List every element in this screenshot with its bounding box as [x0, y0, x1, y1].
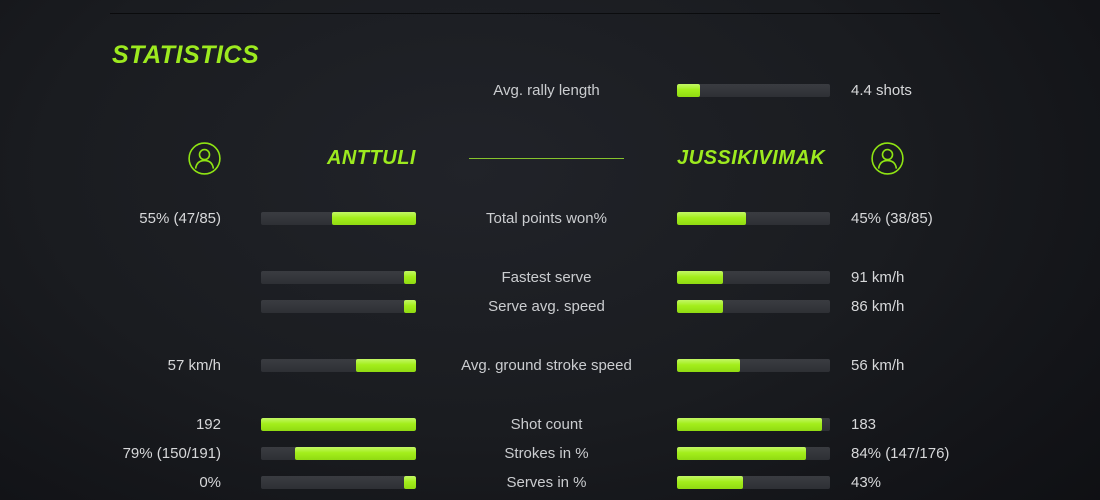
stat-row-strokes-in: 79% (150/191) Strokes in % 84% (147/176) — [0, 439, 1100, 468]
stat-left-value: 79% (150/191) — [122, 445, 221, 462]
player-left-name: ANTTULI — [326, 147, 416, 169]
stat-left-bar-fill — [403, 476, 416, 489]
stat-right-bar-fill — [677, 447, 806, 460]
stat-label: Strokes in % — [504, 445, 589, 462]
stat-right-bar-fill — [677, 212, 746, 225]
names-divider — [469, 158, 624, 159]
stat-right-bar — [677, 359, 830, 372]
stat-left-bar — [261, 476, 416, 489]
stat-left-bar-fill — [403, 300, 416, 313]
stat-left-bar — [261, 212, 416, 225]
stat-left-bar-fill — [403, 271, 416, 284]
stat-label: Avg. ground stroke speed — [461, 357, 632, 374]
stat-right-value: 56 km/h — [851, 357, 905, 374]
stat-label: Total points won% — [486, 210, 607, 227]
stat-right-bar-fill — [677, 359, 740, 372]
stat-left-bar-fill — [332, 212, 416, 225]
stat-label: Serves in % — [506, 474, 587, 491]
player-right-name: JUSSIKIVIMAK — [677, 147, 826, 169]
top-divider — [110, 13, 940, 14]
rally-length-bar — [677, 83, 830, 97]
stats-list: 55% (47/85) Total points won% 45% (38/85… — [0, 204, 1100, 497]
stat-left-value: 0% — [199, 474, 221, 491]
stat-left-bar-fill — [355, 359, 416, 372]
players-row: ANTTULI JUSSIKIVIMAK — [0, 140, 1100, 177]
stat-right-bar-fill — [677, 476, 743, 489]
stat-label: Shot count — [510, 416, 583, 433]
stat-row-serves-in: 0% Serves in % 43% — [0, 468, 1100, 497]
stat-left-bar — [261, 271, 416, 284]
rally-length-label: Avg. rally length — [493, 81, 600, 99]
rally-length-row: Avg. rally length 4.4 shots — [0, 78, 1100, 102]
stat-label: Fastest serve — [501, 269, 592, 286]
page-title: STATISTICS — [112, 41, 260, 69]
stat-left-bar — [261, 300, 416, 313]
stat-left-value: 55% (47/85) — [139, 210, 221, 227]
stat-right-bar — [677, 476, 830, 489]
stat-right-bar — [677, 212, 830, 225]
stat-left-value: 57 km/h — [167, 357, 221, 374]
stat-left-bar — [261, 447, 416, 460]
stat-right-bar — [677, 300, 830, 313]
stat-right-bar — [677, 418, 830, 431]
stat-right-bar — [677, 271, 830, 284]
stat-row-total-points: 55% (47/85) Total points won% 45% (38/85… — [0, 204, 1100, 233]
stat-left-value: 192 — [195, 416, 221, 433]
stat-right-value: 86 km/h — [851, 298, 905, 315]
stat-left-bar-fill — [295, 447, 416, 460]
rally-length-bar-fill — [677, 83, 700, 97]
stat-label: Serve avg. speed — [488, 298, 605, 315]
stat-right-bar-fill — [677, 300, 723, 313]
stat-row-shot-count: 192 Shot count 183 — [0, 410, 1100, 439]
player-left-avatar-icon — [188, 142, 221, 175]
stat-left-bar — [261, 418, 416, 431]
stat-row-ground-stroke-speed: 57 km/h Avg. ground stroke speed 56 km/h — [0, 351, 1100, 380]
stat-right-value: 45% (38/85) — [851, 210, 933, 227]
stat-left-bar — [261, 359, 416, 372]
rally-length-value: 4.4 shots — [851, 81, 912, 99]
stat-right-value: 91 km/h — [851, 269, 905, 286]
stat-right-value: 43% — [851, 474, 882, 491]
player-right-avatar-icon — [871, 142, 904, 175]
stat-right-value: 183 — [851, 416, 877, 433]
stat-right-bar — [677, 447, 830, 460]
stat-right-bar-fill — [677, 418, 823, 431]
stat-row-serve-avg-speed: Serve avg. speed 86 km/h — [0, 292, 1100, 321]
stat-row-fastest-serve: Fastest serve 91 km/h — [0, 263, 1100, 292]
stat-left-bar-fill — [261, 418, 416, 431]
stat-right-value: 84% (147/176) — [851, 445, 950, 462]
stat-right-bar-fill — [677, 271, 723, 284]
